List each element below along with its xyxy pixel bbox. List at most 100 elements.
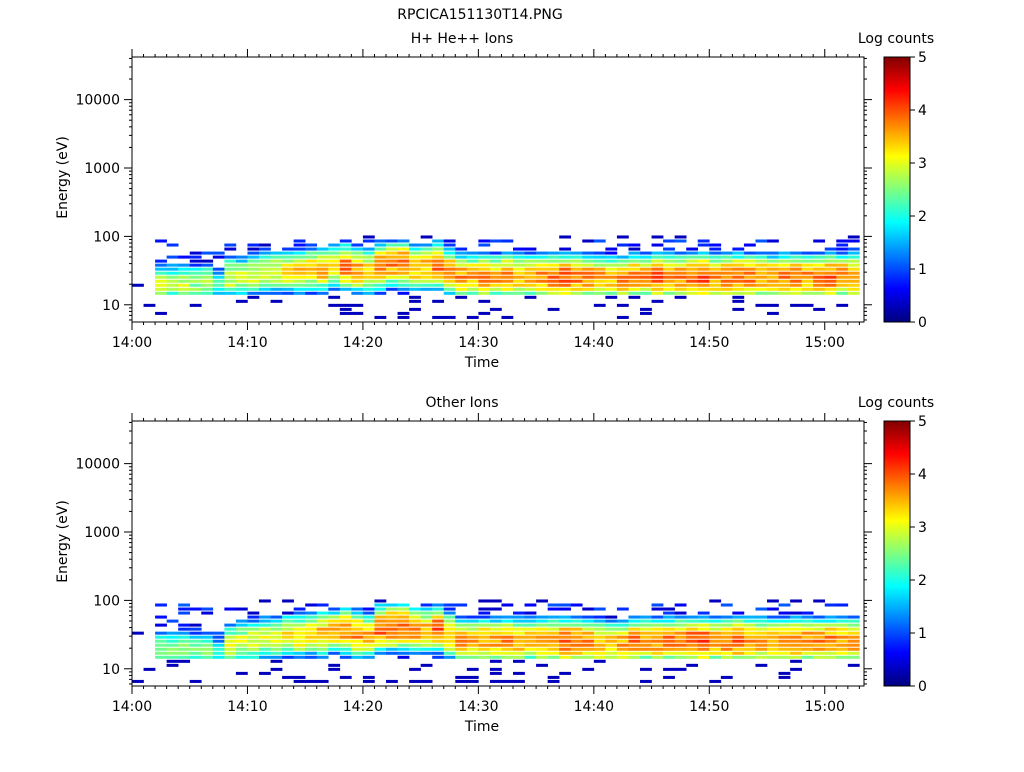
spectrogram-cell xyxy=(651,647,664,651)
spectrogram-cell xyxy=(790,627,802,631)
colorbar-segment xyxy=(884,612,910,614)
spectrogram-cell xyxy=(305,267,318,271)
spectrogram-cell xyxy=(201,275,214,279)
spectrogram-cell xyxy=(351,615,364,619)
colorbar-segment xyxy=(884,81,910,83)
spectrogram-cell xyxy=(339,311,352,315)
spectrogram-cell xyxy=(201,611,214,615)
colorbar-segment xyxy=(884,165,910,167)
colorbar-segment xyxy=(884,318,910,320)
spectrogram-cell xyxy=(836,267,849,271)
spectrogram-cell xyxy=(767,655,779,659)
spectrogram-cell xyxy=(455,619,468,623)
spectrogram-cell xyxy=(743,275,756,279)
spectrogram-cell xyxy=(709,655,722,659)
spectrogram-cell xyxy=(489,599,502,603)
spectrogram-cell xyxy=(616,275,629,279)
spectrogram-cell xyxy=(755,259,768,263)
spectrogram-cell xyxy=(674,655,687,659)
spectrogram-cell xyxy=(189,279,202,283)
colorbar-segment xyxy=(884,110,910,112)
spectrogram-cell xyxy=(547,279,560,283)
colorbar-segment xyxy=(884,565,910,567)
spectrogram-cell xyxy=(836,283,849,287)
spectrogram-cell xyxy=(651,279,664,283)
colorbar-segment xyxy=(884,649,910,651)
spectrogram-cell xyxy=(247,291,260,295)
colorbar-segment xyxy=(884,236,910,238)
colorbar-segment xyxy=(884,604,910,606)
spectrogram-cell xyxy=(478,635,491,639)
colorbar-segment xyxy=(884,116,910,118)
spectrogram-cell xyxy=(663,627,675,631)
colorbar-segment xyxy=(884,617,910,619)
spectrogram-cell xyxy=(790,271,802,275)
spectrogram-cell xyxy=(339,271,352,275)
colorbar-segment xyxy=(884,668,910,670)
colorbar-segment xyxy=(884,312,910,314)
spectrogram-cell xyxy=(224,279,237,283)
colorbar-segment xyxy=(884,632,910,634)
spectrogram-cell xyxy=(489,271,502,275)
colorbar-segment xyxy=(884,502,910,504)
colorbar-segment xyxy=(884,115,910,117)
spectrogram-cell xyxy=(651,607,664,611)
colorbar-segment xyxy=(884,174,910,176)
spectrogram-cell xyxy=(559,283,572,287)
spectrogram-cell xyxy=(697,271,710,275)
colorbar-segment xyxy=(884,601,910,603)
spectrogram-cell xyxy=(536,271,548,275)
colorbar-segment xyxy=(884,241,910,243)
spectrogram-cell xyxy=(547,623,560,627)
spectrogram-cell xyxy=(743,279,756,283)
spectrogram-cell xyxy=(824,255,837,259)
spectrogram-cell xyxy=(790,667,802,671)
colorbar-segment xyxy=(884,90,910,92)
y-tick-label: 10000 xyxy=(75,457,120,473)
spectrogram-cell xyxy=(570,287,583,291)
colorbar-segment xyxy=(884,590,910,592)
colorbar-segment xyxy=(884,497,910,499)
spectrogram-cell xyxy=(547,603,560,607)
spectrogram-cell xyxy=(397,607,410,611)
colorbar-segment xyxy=(884,576,910,578)
spectrogram-cell xyxy=(847,271,860,275)
spectrogram-cell xyxy=(743,267,756,271)
spectrogram-cell xyxy=(478,275,491,279)
spectrogram-cell xyxy=(305,623,318,627)
panel-1: 14:00 14:10 14:20 14:30 14:40 14:50 15:00Time1… xyxy=(55,31,934,371)
spectrogram-cell xyxy=(178,643,191,647)
spectrogram-cell xyxy=(489,259,502,263)
spectrogram-cell xyxy=(559,647,572,651)
spectrogram-cell xyxy=(547,615,560,619)
spectrogram-cell xyxy=(432,279,445,283)
spectrogram-cell xyxy=(674,627,687,631)
spectrogram-cell xyxy=(155,643,167,647)
spectrogram-cell xyxy=(328,279,341,283)
spectrogram-cell xyxy=(767,631,779,635)
spectrogram-cell xyxy=(397,255,410,259)
colorbar-segment xyxy=(884,126,910,128)
spectrogram-cell xyxy=(640,311,652,315)
spectrogram-cell xyxy=(466,643,479,647)
colorbar-segment xyxy=(884,648,910,650)
spectrogram-cell xyxy=(570,255,583,259)
spectrogram-cell xyxy=(362,259,375,263)
colorbar-segment xyxy=(884,84,910,86)
spectrogram-cell xyxy=(189,607,202,611)
colorbar-segment xyxy=(884,242,910,244)
spectrogram-cell xyxy=(767,615,779,619)
colorbar-segment xyxy=(884,134,910,136)
colorbar-segment xyxy=(884,279,910,281)
colorbar-segment xyxy=(884,295,910,297)
spectrogram-cell xyxy=(547,679,560,683)
colorbar-segment xyxy=(884,468,910,470)
spectrogram-cell xyxy=(628,619,641,623)
colorbar-segment xyxy=(884,489,910,491)
spectrogram-cell xyxy=(166,279,179,283)
spectrogram-cell xyxy=(778,623,791,627)
colorbar-segment xyxy=(884,586,910,588)
colorbar-segment xyxy=(884,209,910,211)
spectrogram-cell xyxy=(386,287,398,291)
colorbar-segment xyxy=(884,188,910,190)
